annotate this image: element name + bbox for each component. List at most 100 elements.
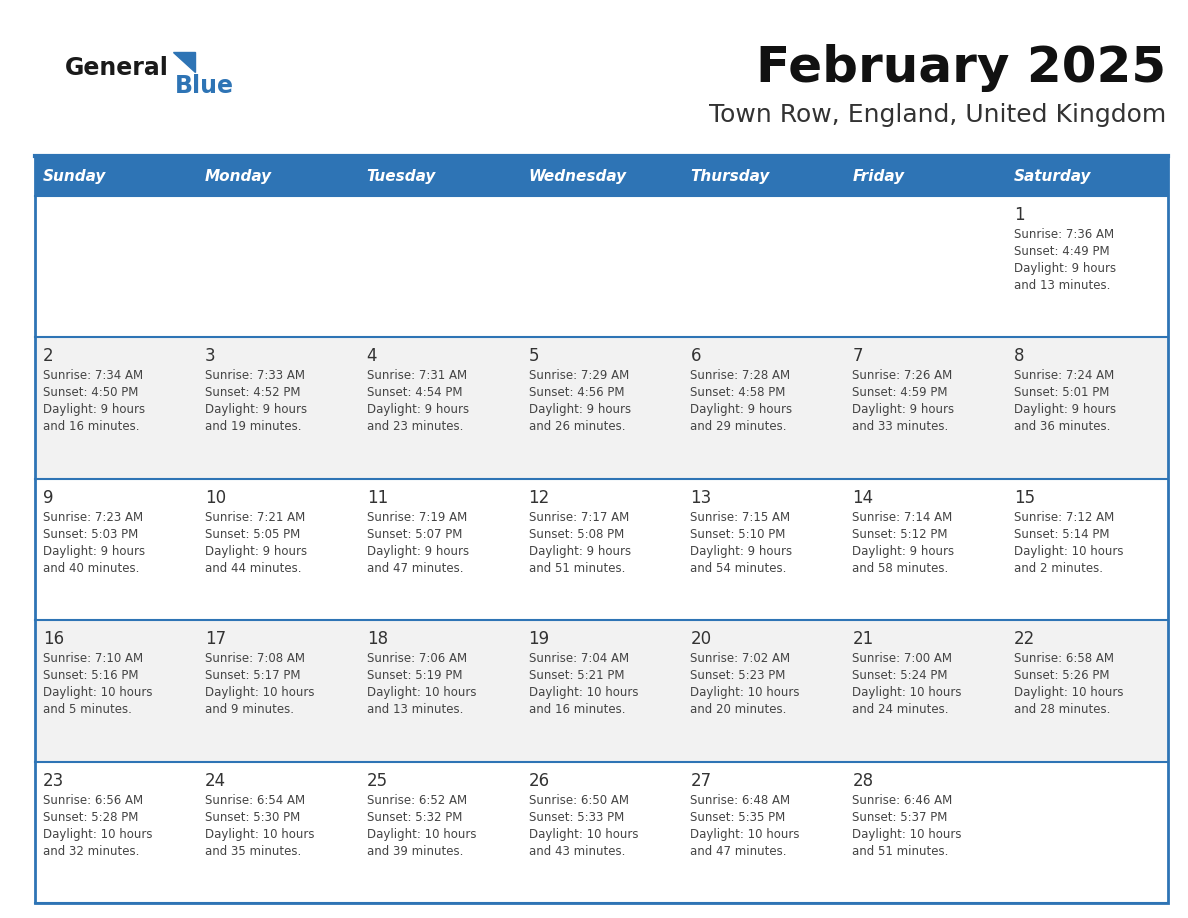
Text: Daylight: 9 hours: Daylight: 9 hours [367,544,469,558]
Text: 1: 1 [1015,206,1025,224]
Text: 16: 16 [43,630,64,648]
Text: Sunset: 5:32 PM: Sunset: 5:32 PM [367,811,462,823]
Text: and 54 minutes.: and 54 minutes. [690,562,786,575]
Text: and 47 minutes.: and 47 minutes. [690,845,786,857]
Text: Sunset: 4:59 PM: Sunset: 4:59 PM [852,386,948,399]
Bar [520,762,682,903]
Text: Daylight: 9 hours: Daylight: 9 hours [529,544,631,558]
Text: Sunset: 4:54 PM: Sunset: 4:54 PM [367,386,462,399]
Bar [845,621,1006,762]
Text: Daylight: 9 hours: Daylight: 9 hours [43,403,145,417]
Text: 26: 26 [529,772,550,789]
Text: 18: 18 [367,630,387,648]
Bar [520,158,682,196]
Text: 25: 25 [367,772,387,789]
Text: and 32 minutes.: and 32 minutes. [43,845,139,857]
Text: and 13 minutes.: and 13 minutes. [367,703,463,716]
Text: Sunrise: 6:48 AM: Sunrise: 6:48 AM [690,793,790,807]
Text: February 2025: February 2025 [756,44,1165,92]
Text: 7: 7 [852,347,862,365]
Text: 28: 28 [852,772,873,789]
Text: 2: 2 [43,347,53,365]
Text: Sunset: 5:21 PM: Sunset: 5:21 PM [529,669,624,682]
Text: Sunrise: 7:23 AM: Sunrise: 7:23 AM [43,510,143,524]
Text: Sunrise: 6:50 AM: Sunrise: 6:50 AM [529,793,628,807]
Text: Sunrise: 7:12 AM: Sunrise: 7:12 AM [1015,510,1114,524]
Text: and 47 minutes.: and 47 minutes. [367,562,463,575]
Text: 21: 21 [852,630,873,648]
Text: and 58 minutes.: and 58 minutes. [852,562,948,575]
Text: Daylight: 10 hours: Daylight: 10 hours [43,828,152,841]
Text: Daylight: 10 hours: Daylight: 10 hours [852,686,962,700]
Bar [682,338,845,479]
Text: and 29 minutes.: and 29 minutes. [690,420,786,433]
Text: and 16 minutes.: and 16 minutes. [529,703,625,716]
Bar [682,196,845,338]
Text: Sunset: 5:05 PM: Sunset: 5:05 PM [204,528,301,541]
Bar [197,196,359,338]
Text: Daylight: 10 hours: Daylight: 10 hours [529,828,638,841]
Text: Sunrise: 7:19 AM: Sunrise: 7:19 AM [367,510,467,524]
Text: and 19 minutes.: and 19 minutes. [204,420,302,433]
Text: Daylight: 10 hours: Daylight: 10 hours [367,828,476,841]
Bar [682,762,845,903]
Text: Sunrise: 6:46 AM: Sunrise: 6:46 AM [852,793,953,807]
Bar [520,338,682,479]
Bar [197,621,359,762]
Bar [1006,621,1168,762]
Text: Sunrise: 7:31 AM: Sunrise: 7:31 AM [367,369,467,383]
Text: Sunset: 5:23 PM: Sunset: 5:23 PM [690,669,785,682]
Text: Daylight: 9 hours: Daylight: 9 hours [1015,403,1117,417]
Bar [359,621,520,762]
Text: Sunset: 5:03 PM: Sunset: 5:03 PM [43,528,138,541]
Text: 13: 13 [690,488,712,507]
Text: 15: 15 [1015,488,1035,507]
Text: 4: 4 [367,347,378,365]
Text: Sunset: 5:37 PM: Sunset: 5:37 PM [852,811,948,823]
Text: 17: 17 [204,630,226,648]
Text: and 26 minutes.: and 26 minutes. [529,420,625,433]
Text: Sunset: 5:07 PM: Sunset: 5:07 PM [367,528,462,541]
Text: Sunrise: 7:21 AM: Sunrise: 7:21 AM [204,510,305,524]
Text: General: General [65,56,169,80]
Text: Daylight: 10 hours: Daylight: 10 hours [204,686,315,700]
Text: Sunrise: 7:10 AM: Sunrise: 7:10 AM [43,652,143,666]
Text: and 40 minutes.: and 40 minutes. [43,562,139,575]
Text: Sunrise: 7:36 AM: Sunrise: 7:36 AM [1015,228,1114,241]
Text: Sunrise: 6:52 AM: Sunrise: 6:52 AM [367,793,467,807]
Text: Sunset: 4:56 PM: Sunset: 4:56 PM [529,386,624,399]
Text: 20: 20 [690,630,712,648]
Text: and 24 minutes.: and 24 minutes. [852,703,949,716]
Bar [34,762,197,903]
Text: 10: 10 [204,488,226,507]
Text: Sunset: 5:01 PM: Sunset: 5:01 PM [1015,386,1110,399]
Text: 19: 19 [529,630,550,648]
Bar [34,479,197,621]
Bar [845,762,1006,903]
Text: and 39 minutes.: and 39 minutes. [367,845,463,857]
Text: and 20 minutes.: and 20 minutes. [690,703,786,716]
Text: Sunrise: 7:04 AM: Sunrise: 7:04 AM [529,652,628,666]
Text: Sunset: 5:24 PM: Sunset: 5:24 PM [852,669,948,682]
Bar [520,196,682,338]
Text: Daylight: 10 hours: Daylight: 10 hours [690,828,800,841]
Bar [34,338,197,479]
Bar [1006,158,1168,196]
Bar [1006,196,1168,338]
Bar [520,479,682,621]
Text: and 51 minutes.: and 51 minutes. [529,562,625,575]
Text: 24: 24 [204,772,226,789]
Text: and 36 minutes.: and 36 minutes. [1015,420,1111,433]
Bar [34,158,197,196]
Text: 12: 12 [529,488,550,507]
Text: Sunset: 4:58 PM: Sunset: 4:58 PM [690,386,785,399]
Text: Wednesday: Wednesday [529,170,627,185]
Text: 14: 14 [852,488,873,507]
Text: 8: 8 [1015,347,1024,365]
Text: Sunday: Sunday [43,170,107,185]
Bar [359,158,520,196]
Text: Town Row, England, United Kingdom: Town Row, England, United Kingdom [709,103,1165,127]
Text: Daylight: 9 hours: Daylight: 9 hours [529,403,631,417]
Text: Sunrise: 7:06 AM: Sunrise: 7:06 AM [367,652,467,666]
Text: and 33 minutes.: and 33 minutes. [852,420,948,433]
